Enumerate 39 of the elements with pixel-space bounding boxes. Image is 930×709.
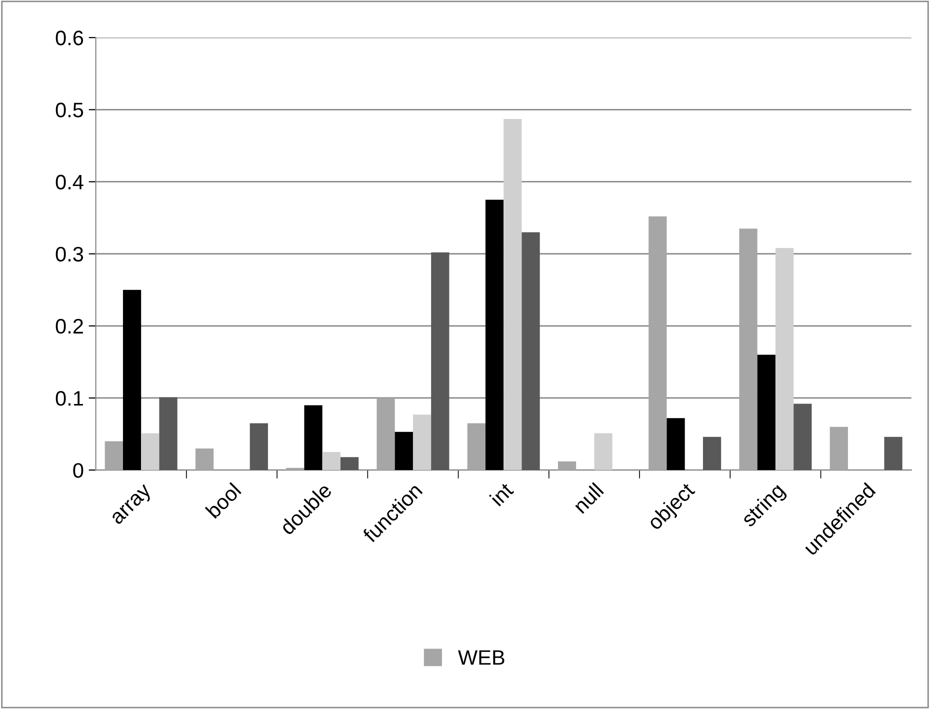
x-tick-label: null bbox=[572, 482, 604, 514]
bar bbox=[522, 232, 540, 470]
bar bbox=[195, 448, 214, 470]
bar bbox=[122, 290, 142, 470]
bar bbox=[830, 426, 848, 470]
bar bbox=[322, 452, 340, 470]
bar bbox=[884, 436, 902, 470]
y-tick-label: 0.1 bbox=[56, 390, 83, 406]
x-tick-label: int bbox=[489, 481, 514, 507]
y-tick-label: 0.2 bbox=[56, 318, 83, 334]
bar bbox=[376, 398, 395, 470]
bar bbox=[394, 432, 413, 470]
y-tick-label: 0.3 bbox=[56, 246, 84, 262]
bar bbox=[702, 436, 722, 470]
legend-label: WEB bbox=[458, 650, 504, 665]
y-tick-label: 0.6 bbox=[56, 30, 84, 46]
bar bbox=[794, 404, 812, 470]
bar bbox=[250, 423, 268, 470]
y-tick-label: 0.4 bbox=[56, 174, 84, 190]
bar bbox=[340, 457, 359, 470]
bar bbox=[666, 418, 685, 470]
y-tick-label: 0 bbox=[73, 463, 84, 478]
bar bbox=[286, 468, 304, 470]
bar bbox=[775, 248, 794, 470]
y-tick-label: 0.5 bbox=[56, 102, 84, 118]
bar bbox=[412, 414, 432, 470]
bar bbox=[104, 441, 123, 470]
bar bbox=[304, 405, 322, 470]
bar bbox=[558, 461, 576, 470]
bar bbox=[159, 397, 178, 470]
bar bbox=[739, 228, 758, 470]
bar bbox=[504, 119, 522, 470]
bar bbox=[141, 433, 160, 470]
bar bbox=[431, 252, 450, 470]
bar bbox=[485, 200, 504, 470]
bar bbox=[594, 433, 612, 470]
bar bbox=[467, 423, 486, 470]
bar bbox=[757, 354, 776, 470]
bar bbox=[648, 216, 667, 470]
